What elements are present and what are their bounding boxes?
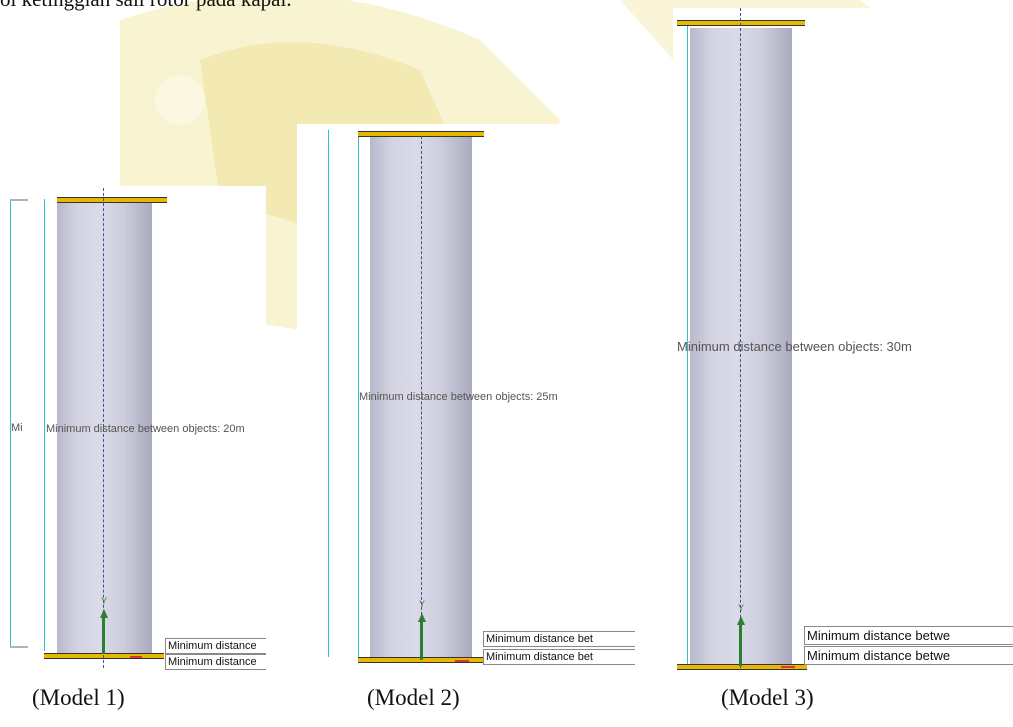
model-1-caption: (Model 1) <box>32 685 125 710</box>
model-1-frame-edge <box>10 199 28 201</box>
model-3-min-distance-label-1: Minimum distance betwe <box>804 626 1013 645</box>
model-2-y-label: Y <box>419 599 426 609</box>
model-2-x-arrow <box>455 660 469 662</box>
model-1-side-label: Mi <box>11 422 23 434</box>
model-1-min-distance-label-2: Minimum distance <box>165 654 266 670</box>
model-3-y-label: Y <box>738 603 745 613</box>
model-1-min-distance-label-1: Minimum distance <box>165 638 266 654</box>
model-3-bottom-plate <box>677 664 807 670</box>
model-3-distance-label: Minimum distance between objects: 30m <box>677 339 912 354</box>
model-2-cyan-line-left <box>328 130 329 657</box>
model-1-screenshot: Y Mi Minimum distance between objects: 2… <box>0 186 266 670</box>
model-1-cyan-line-right <box>44 199 45 651</box>
model-1-y-arrow <box>100 609 108 618</box>
model-1-top-plate <box>57 197 167 203</box>
header-text: ol ketinggian sail rotor pada kapal. <box>0 0 292 12</box>
model-2-y-arrow <box>418 613 426 622</box>
model-2-cyan-line-right <box>358 132 359 660</box>
model-3-caption: (Model 3) <box>721 685 814 710</box>
model-3-screenshot: Y Minimum distance between objects: 30m … <box>673 8 1013 670</box>
model-3-cyan-line <box>687 24 688 666</box>
model-1-x-arrow <box>130 656 142 658</box>
model-2-axis-line <box>421 136 422 660</box>
model-3-cylinder <box>690 28 792 666</box>
model-2-distance-label: Minimum distance between objects: 25m <box>359 391 558 403</box>
model-3-axis-line <box>740 8 741 668</box>
model-3-y-axis <box>739 624 742 666</box>
model-1-distance-label: Minimum distance between objects: 20m <box>46 423 245 435</box>
model-1-cylinder <box>57 201 152 654</box>
model-2-y-axis <box>420 620 423 660</box>
model-1-frame-edge-bottom <box>10 646 28 648</box>
model-1-y-label: Y <box>101 596 108 606</box>
model-3-y-arrow <box>737 616 745 625</box>
model-3-min-distance-label-2: Minimum distance betwe <box>804 646 1013 665</box>
model-1-cyan-line-left <box>10 199 11 648</box>
model-1-axis-line <box>103 188 104 668</box>
model-3-top-plate <box>677 20 805 26</box>
model-3-x-arrow <box>781 666 795 668</box>
model-1-y-axis <box>102 616 105 654</box>
model-2-caption: (Model 2) <box>367 685 460 710</box>
model-2-min-distance-label-1: Minimum distance bet <box>483 631 635 647</box>
model-2-screenshot: Y Minimum distance between objects: 25m … <box>297 124 635 670</box>
model-2-min-distance-label-2: Minimum distance bet <box>483 649 635 665</box>
